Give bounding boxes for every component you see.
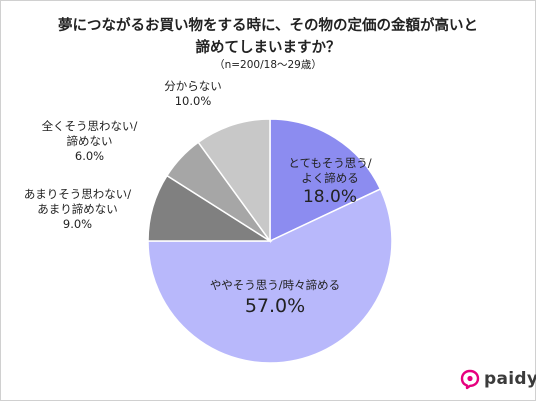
paidy-logo: paidy	[459, 368, 536, 390]
slice-value-somewhat: 57.0%	[244, 295, 306, 317]
slice-label-not-much-line1: あまりそう思わない/	[23, 187, 132, 201]
pie-slice-dont-know	[197, 118, 271, 244]
slice-label-not-at-all-line1: 全くそう思わない/	[41, 119, 138, 133]
slice-value-not-at-all: 6.0%	[74, 149, 105, 163]
slice-label-not-at-all-line2: 諦めない	[66, 134, 113, 148]
slice-label-not-much: あまりそう思わない/ あまり諦めない 9.0%	[10, 187, 145, 232]
chart-title-line2: 諦めてしまいますか？	[195, 40, 341, 56]
pie-slice-very-much	[269, 118, 382, 243]
slice-value-dont-know: 10.0%	[174, 94, 212, 108]
slice-label-dont-know-line1: 分からない	[164, 79, 222, 93]
pie-slice-somewhat	[147, 188, 393, 364]
slice-label-very-much: とてもそう思う/ よく諦める 18.0%	[270, 156, 390, 208]
slice-label-dont-know: 分からない 10.0%	[148, 79, 238, 109]
slice-label-not-at-all: 全くそう思わない/ 諦めない 6.0%	[22, 119, 157, 164]
chart-title-line1: 夢につながるお買い物をする時に、その物の定価の金額が高いと	[57, 18, 479, 34]
paidy-logo-icon	[460, 369, 480, 390]
slice-label-not-much-line2: あまり諦めない	[37, 202, 118, 216]
slice-label-very-much-line2: よく諦める	[301, 171, 359, 185]
slice-value-not-much: 9.0%	[62, 217, 93, 231]
slice-label-somewhat-line1: ややそう思う/時々諦める	[209, 278, 341, 292]
chart-subtitle: （n=200/18～29歳）	[214, 59, 322, 71]
slice-value-very-much: 18.0%	[302, 187, 357, 207]
paidy-logo-text: paidy	[484, 369, 536, 389]
slice-label-very-much-line1: とてもそう思う/	[288, 156, 372, 170]
slice-label-somewhat: ややそう思う/時々諦める 57.0%	[190, 278, 360, 319]
